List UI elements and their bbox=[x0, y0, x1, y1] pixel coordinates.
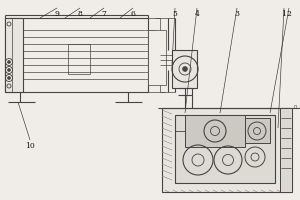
Bar bbox=[245, 118, 270, 143]
Text: 4: 4 bbox=[195, 10, 200, 18]
Text: 9: 9 bbox=[55, 10, 59, 18]
Bar bbox=[5, 18, 148, 92]
Bar bbox=[148, 30, 166, 85]
Circle shape bbox=[8, 76, 10, 79]
Bar bbox=[280, 108, 292, 192]
Text: 7: 7 bbox=[102, 10, 106, 18]
Text: 10: 10 bbox=[25, 142, 35, 150]
Bar bbox=[5, 18, 23, 92]
Bar bbox=[185, 115, 245, 147]
Bar bbox=[175, 115, 275, 183]
Text: n: n bbox=[293, 104, 297, 108]
Bar bbox=[68, 44, 90, 74]
Bar bbox=[172, 50, 197, 88]
Bar bbox=[162, 108, 292, 192]
Circle shape bbox=[8, 60, 10, 64]
Text: 1: 1 bbox=[282, 10, 286, 18]
Text: 5: 5 bbox=[172, 10, 177, 18]
Text: 8: 8 bbox=[78, 10, 82, 18]
Text: 3: 3 bbox=[235, 10, 239, 18]
Circle shape bbox=[182, 66, 188, 72]
Circle shape bbox=[8, 68, 10, 72]
Text: 6: 6 bbox=[130, 10, 135, 18]
Text: 2: 2 bbox=[286, 10, 291, 18]
